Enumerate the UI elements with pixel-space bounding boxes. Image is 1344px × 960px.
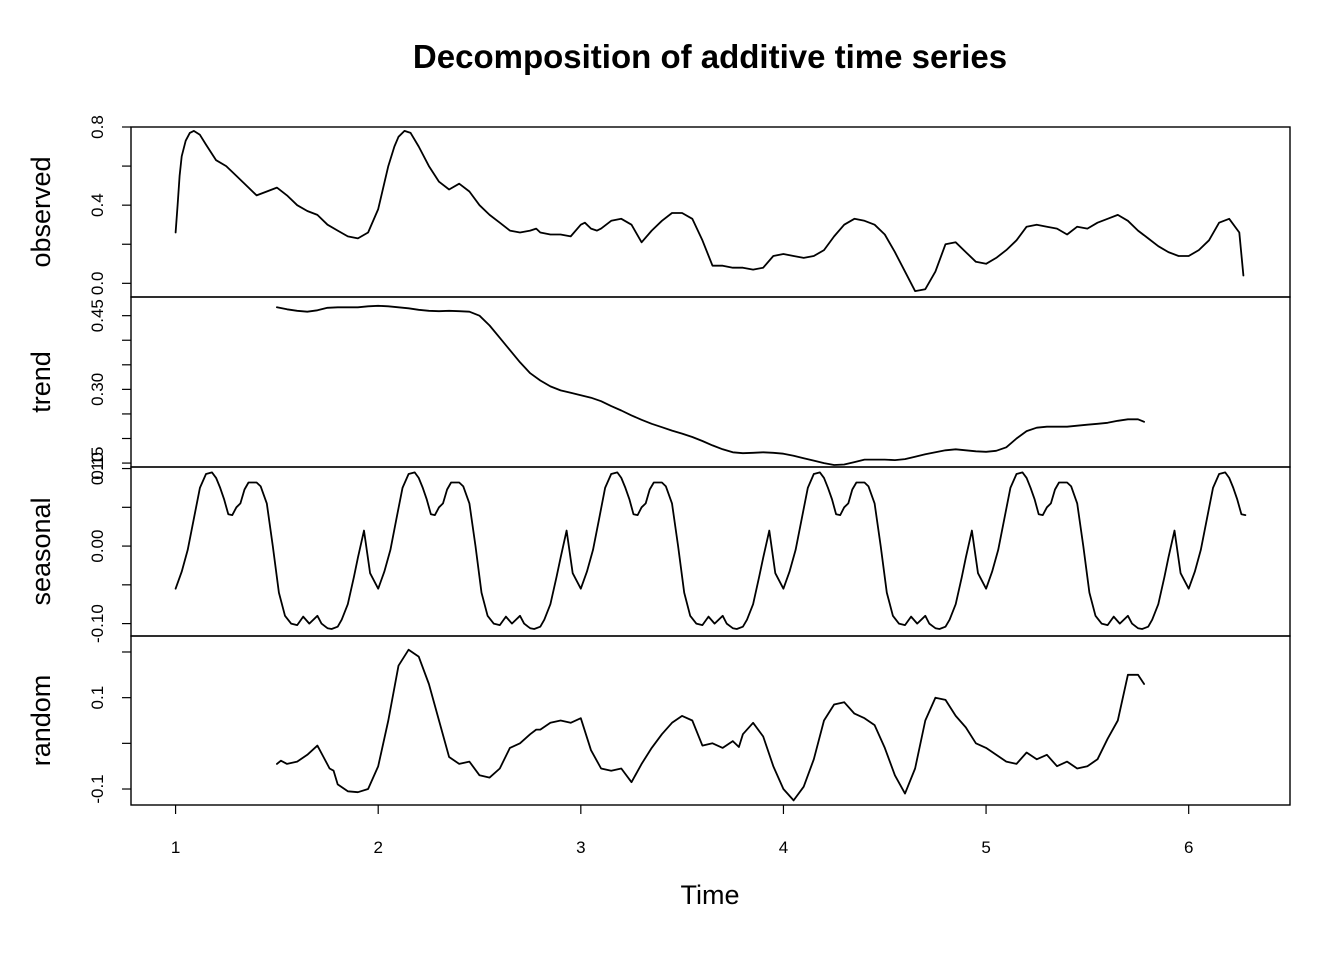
panel-trend: 0.15 0.30 0.45 trend [26, 296, 1291, 480]
panel-label-seasonal: seasonal [26, 497, 56, 605]
ytick-label-trend: 0.30 [88, 373, 107, 406]
x-axis-label: Time [681, 880, 740, 910]
xtick-label: 1 [171, 838, 180, 857]
series-line-seasonal [174, 471, 1247, 630]
xtick-label: 3 [576, 838, 585, 857]
ytick-label-seasonal: -0.10 [88, 604, 107, 643]
ytick-label-observed: 0.8 [88, 115, 107, 139]
ytick-label-seasonal: 0.00 [88, 530, 107, 563]
panel-random: -0.1 0.1 random [26, 635, 1291, 806]
panel-frame-observed [130, 126, 1291, 298]
panel-frame-random [130, 635, 1291, 806]
series-line-trend [276, 304, 1145, 466]
ytick-label-trend: 0.45 [88, 299, 107, 332]
ytick-label-random: 0.1 [88, 686, 107, 710]
chart-title: Decomposition of additive time series [413, 38, 1007, 75]
panel-frame-seasonal [130, 466, 1291, 637]
xtick-label: 6 [1184, 838, 1193, 857]
ytick-label-observed: 0.4 [88, 193, 107, 217]
xtick-label: 4 [779, 838, 788, 857]
panel-label-trend: trend [26, 351, 56, 413]
series-line-observed [174, 130, 1245, 292]
ytick-label-observed: 0.0 [88, 272, 107, 296]
x-axis: 1 2 3 4 5 6 [171, 805, 1193, 857]
panel-frame-trend [130, 296, 1291, 468]
xtick-label: 2 [373, 838, 382, 857]
ytick-label-trend: 0.15 [88, 447, 107, 480]
panel-label-random: random [26, 675, 56, 767]
panel-seasonal: -0.10 0.00 0.10 seasonal [26, 452, 1291, 643]
ytick-label-random: -0.1 [88, 774, 107, 803]
xtick-label: 5 [981, 838, 990, 857]
ytick-label-seasonal: 0.10 [88, 452, 107, 485]
panel-observed: 0.0 0.4 0.8 observed [26, 115, 1291, 298]
panel-label-observed: observed [26, 156, 56, 267]
series-line-random [276, 648, 1145, 802]
